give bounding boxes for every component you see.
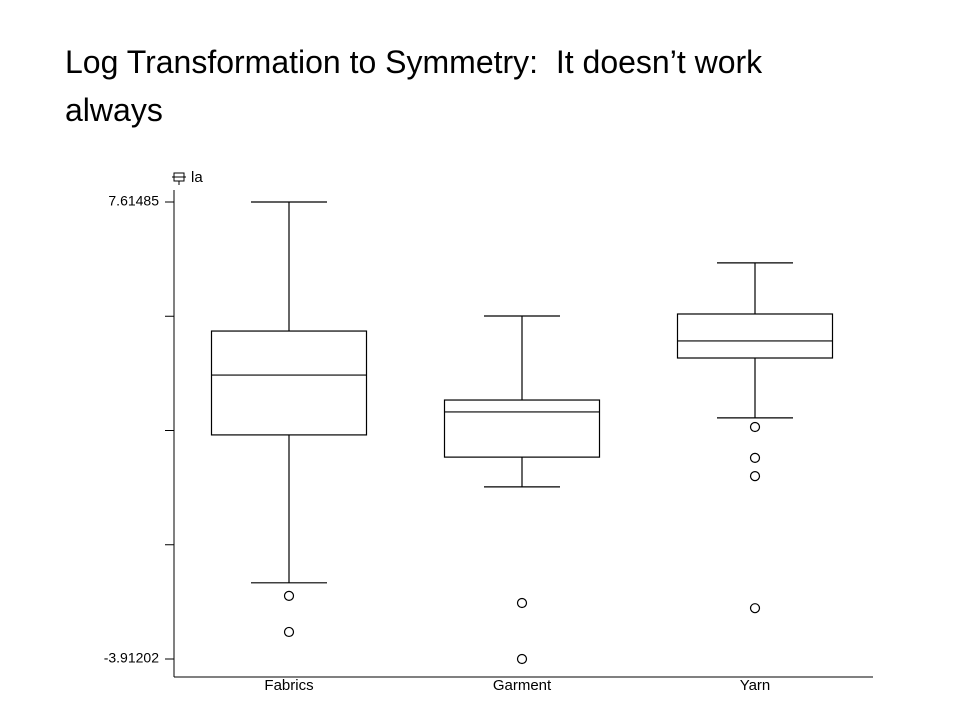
outlier	[516, 653, 528, 665]
x-tick-label: Garment	[493, 677, 552, 694]
x-tick-label: Fabrics	[264, 677, 313, 694]
outlier	[749, 421, 761, 433]
chart-title: Log Transformation to Symmetry: It doesn…	[65, 44, 772, 128]
x-tick-label: Yarn	[740, 677, 771, 694]
box	[676, 313, 834, 359]
y-tick-label: -3.91202	[104, 650, 159, 666]
y-label-icon	[172, 172, 186, 185]
outlier	[749, 452, 761, 464]
outlier	[283, 590, 295, 601]
box	[443, 399, 601, 458]
outlier	[749, 603, 761, 614]
box	[210, 330, 368, 436]
outlier	[516, 597, 528, 609]
outlier	[749, 471, 761, 482]
y-tick-label: 7.61485	[108, 193, 159, 209]
outlier	[283, 626, 295, 638]
y-axis-label: la	[191, 169, 203, 186]
